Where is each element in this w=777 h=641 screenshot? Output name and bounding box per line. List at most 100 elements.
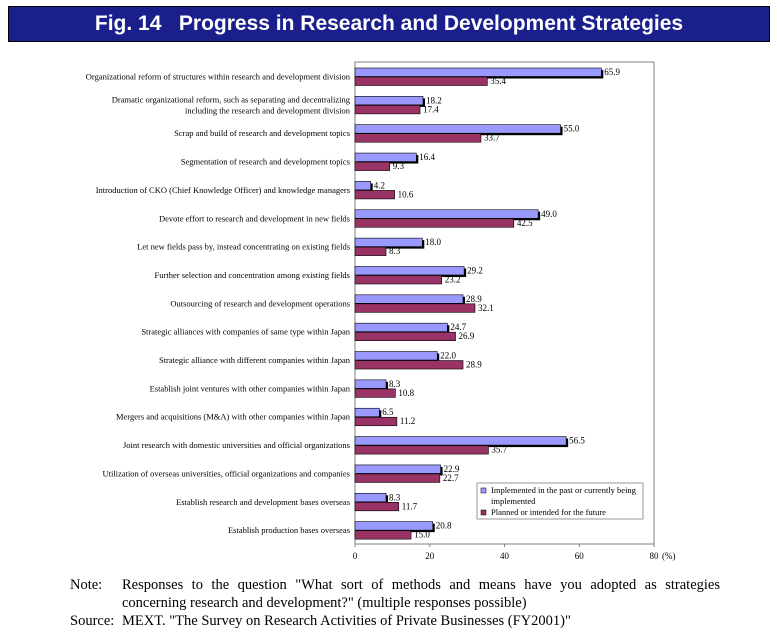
bar — [354, 473, 441, 483]
bar — [354, 521, 434, 531]
x-tick-label: 80 — [650, 551, 660, 561]
bar — [354, 436, 567, 446]
category-label: Utilization of overseas universities, of… — [102, 468, 350, 478]
category-label: Organizational reform of structures with… — [86, 72, 351, 82]
bar — [354, 266, 465, 276]
data-label: 22.7 — [443, 473, 459, 483]
data-label: 4.2 — [374, 180, 385, 190]
bar — [354, 67, 602, 77]
bar — [354, 76, 488, 86]
category-label: Establish production bases overseas — [228, 525, 350, 535]
category-label-line: Establish research and development bases… — [176, 497, 350, 507]
data-label: 55.0 — [564, 124, 580, 134]
bar — [354, 464, 441, 474]
category-label-line: Strategic alliances with companies of sa… — [141, 327, 350, 337]
data-label: 11.7 — [402, 501, 418, 511]
bar — [354, 331, 456, 341]
bar — [354, 303, 476, 313]
data-label: 16.4 — [419, 152, 435, 162]
bar — [354, 237, 423, 247]
data-label: 11.2 — [400, 416, 415, 426]
data-label: 56.5 — [569, 436, 585, 446]
data-label: 8.3 — [389, 379, 401, 389]
source-text: MEXT. "The Survey on Research Activities… — [122, 613, 571, 629]
data-label: 6.5 — [382, 407, 394, 417]
bar — [354, 530, 412, 540]
bar — [354, 388, 396, 398]
bar — [354, 246, 387, 256]
data-label: 8.3 — [389, 246, 401, 256]
category-label: Mergers and acquisitions (M&A) with othe… — [116, 412, 351, 422]
data-label: 24.7 — [450, 322, 466, 332]
category-label-line: Joint research with domestic universitie… — [123, 440, 350, 450]
data-label: 49.0 — [541, 209, 557, 219]
bar — [354, 416, 398, 427]
figure-title: Fig. 14 Progress in Research and Develop… — [8, 6, 770, 42]
category-label-line: Let new fields pass by, instead concentr… — [137, 242, 350, 252]
category-label-line: Strategic alliance with different compan… — [159, 355, 351, 365]
bar — [354, 190, 395, 200]
legend-swatch — [480, 487, 487, 494]
bar — [354, 501, 400, 512]
data-label: 22.9 — [444, 464, 460, 474]
bar — [354, 96, 424, 106]
data-label: 33.7 — [484, 133, 500, 143]
bar — [354, 209, 539, 219]
category-label: Segmentation of research and development… — [181, 157, 350, 167]
bar — [354, 351, 438, 361]
x-tick-label: 20 — [425, 551, 435, 561]
data-label: 18.0 — [425, 237, 441, 247]
category-label-line: Establish production bases overseas — [228, 525, 350, 535]
x-unit-label: (%) — [662, 551, 676, 561]
legend-label: Implemented in the past or currently bei… — [491, 485, 637, 506]
category-label: Introduction of CKO (Chief Knowledge Off… — [96, 185, 350, 195]
category-label-line: Establish joint ventures with other comp… — [150, 383, 351, 393]
data-label: 10.6 — [398, 189, 414, 199]
data-label: 17.4 — [423, 104, 439, 114]
bar — [354, 294, 464, 304]
data-label: 32.1 — [478, 303, 494, 313]
bar — [354, 161, 391, 171]
category-label-line: Utilization of overseas universities, of… — [102, 468, 350, 478]
legend-label-line: Planned or intended for the future — [491, 507, 606, 517]
data-label: 15.0 — [414, 530, 430, 540]
bar — [354, 322, 448, 332]
category-label: Strategic alliances with companies of sa… — [141, 327, 350, 337]
x-tick-label: 0 — [353, 551, 358, 561]
note-label: Note: — [70, 577, 103, 593]
category-label-line: Introduction of CKO (Chief Knowledge Off… — [96, 185, 350, 195]
data-label: 23.2 — [445, 274, 461, 284]
category-label-line: Organizational reform of structures with… — [86, 72, 351, 82]
category-label-line: Devote effort to research and developmen… — [159, 213, 350, 223]
source-label: Source: — [70, 613, 115, 629]
data-label: 10.8 — [398, 388, 414, 398]
data-label: 26.9 — [459, 331, 475, 341]
bar-chart: Organizational reform of structures with… — [86, 61, 676, 561]
category-label-line: Mergers and acquisitions (M&A) with othe… — [116, 412, 351, 422]
category-label: Establish joint ventures with other comp… — [150, 383, 351, 393]
bar — [354, 360, 464, 370]
data-label: 35.7 — [491, 445, 507, 455]
notes-block: Note: Responses to the question "What so… — [70, 576, 720, 630]
legend-label-line: implemented — [491, 496, 536, 506]
data-label: 65.9 — [604, 67, 620, 77]
data-label: 28.9 — [466, 294, 482, 304]
bar — [354, 124, 561, 134]
category-label: Strategic alliance with different compan… — [159, 355, 351, 365]
data-label: 42.5 — [517, 218, 533, 228]
category-label-line: Further selection and concentration amon… — [155, 270, 350, 280]
data-label: 8.3 — [389, 492, 401, 502]
note-row: Note: Responses to the question "What so… — [70, 576, 720, 612]
legend-box — [476, 482, 644, 520]
category-label: Establish research and development bases… — [176, 497, 350, 507]
category-label: Scrap and build of research and developm… — [174, 128, 350, 138]
bar — [354, 152, 417, 162]
category-label-line: Scrap and build of research and developm… — [174, 128, 350, 138]
data-label: 28.9 — [466, 360, 482, 370]
legend-swatch — [480, 509, 487, 516]
data-label: 18.2 — [426, 95, 442, 105]
bar — [354, 407, 380, 418]
note-text: Responses to the question "What sort of … — [122, 577, 720, 611]
category-label: Dramatic organizational reform, such as … — [112, 94, 351, 115]
category-label-line: including the research and development d… — [185, 105, 351, 115]
